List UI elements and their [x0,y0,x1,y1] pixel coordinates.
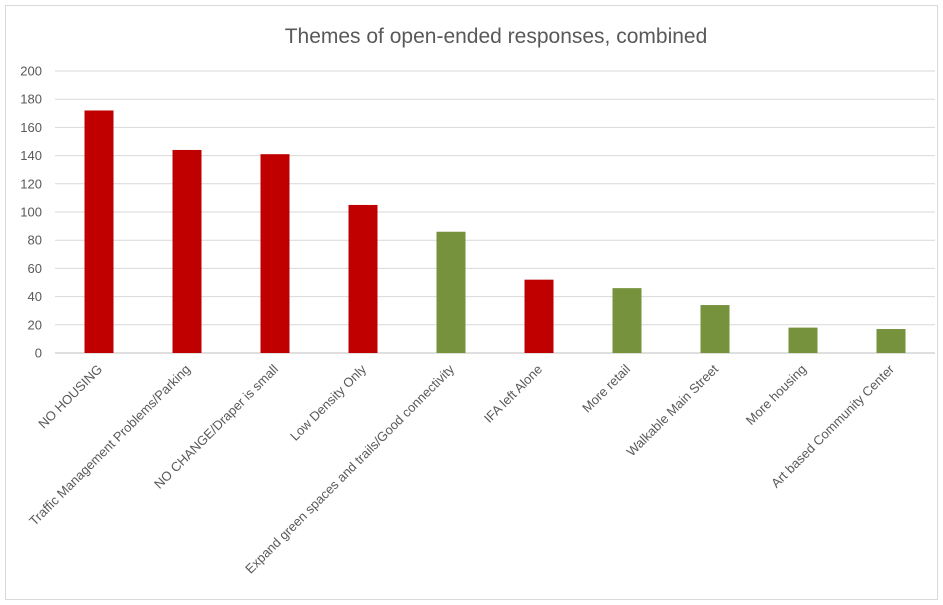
y-tick-label: 40 [28,289,42,304]
x-tick-label: NO HOUSING [35,362,105,432]
x-tick-label: Traffic Management Problems/Parking [26,362,193,529]
bar [524,279,554,353]
bar [260,154,290,353]
bar [700,305,730,353]
bar [612,288,642,353]
chart-area [5,5,938,600]
y-tick-label: 140 [20,148,42,163]
y-tick-label: 60 [28,261,42,276]
bars [84,110,906,353]
x-tick-label: IFA left Alone [481,362,545,426]
x-tick-label: Low Density Only [287,361,369,443]
x-tick-label: More retail [579,361,633,415]
bar [172,149,202,353]
y-tick-label: 20 [28,317,42,332]
y-tick-label: 160 [20,120,42,135]
bar [84,110,114,353]
y-tick-label: 80 [28,233,42,248]
y-axis-ticks: 0 20 40 60 80 100 120 140 160 180 200 [20,64,42,361]
x-tick-label: Expand green spaces and trails/Good conn… [242,361,457,576]
bar [876,329,906,353]
bar [348,204,378,353]
y-tick-label: 100 [20,205,42,220]
gridlines [55,70,935,354]
bar [436,231,466,353]
y-tick-label: 180 [20,92,42,107]
x-tick-label: More housing [743,362,809,428]
y-tick-label: 120 [20,176,42,191]
bar [788,327,818,353]
y-tick-label: 0 [35,346,42,361]
y-tick-label: 200 [20,64,42,79]
x-tick-label: Walkable Main Street [623,361,721,459]
chart-title: Themes of open-ended responses, combined [285,25,708,48]
